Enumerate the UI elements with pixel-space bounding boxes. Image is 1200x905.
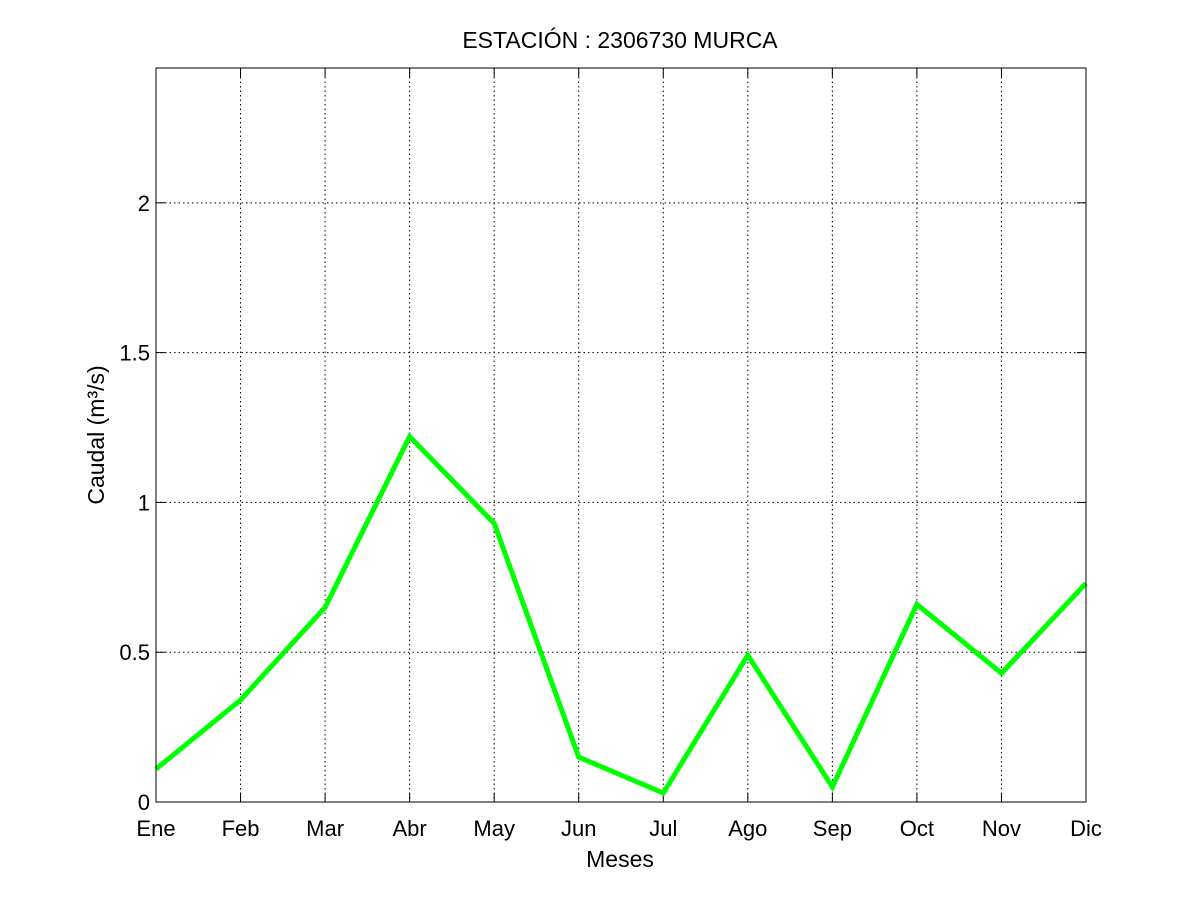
x-tick-label: Ago <box>728 816 767 841</box>
data-point <box>409 435 411 437</box>
x-tick-label: Feb <box>222 816 260 841</box>
data-point <box>662 792 664 794</box>
data-point <box>1000 672 1002 674</box>
x-tick-label: May <box>473 816 515 841</box>
x-tick-label: Jul <box>649 816 677 841</box>
plot-frame <box>155 67 1087 803</box>
data-point <box>240 699 242 701</box>
x-tick-label: Sep <box>813 816 852 841</box>
x-tick-label: Dic <box>1070 816 1102 841</box>
y-tick-label: 2 <box>138 191 150 216</box>
x-tick-label: Mar <box>306 816 344 841</box>
series-line <box>154 432 1088 797</box>
data-point <box>493 522 495 524</box>
x-tick-label: Oct <box>900 816 934 841</box>
x-axis-label: Meses <box>586 846 654 872</box>
y-tick-label: 1 <box>138 490 150 515</box>
y-axis-label: Caudal (m³/s) <box>83 365 109 504</box>
y-tick-label: 0 <box>138 790 150 815</box>
y-tick-label: 1.5 <box>119 341 150 366</box>
x-tick-label: Jun <box>561 816 596 841</box>
x-tick-label: Nov <box>982 816 1021 841</box>
data-point <box>578 756 580 758</box>
x-tick-label: Ene <box>136 816 175 841</box>
x-tick-label: Abr <box>393 816 427 841</box>
data-point <box>747 654 749 656</box>
data-point <box>916 603 918 605</box>
plot-background <box>156 68 1086 802</box>
plot-area: Ene Feb Mar Abr May Jun Jul Ago Sep Oct Nov Dic 0 0.5… <box>119 67 1102 841</box>
data-point <box>324 606 326 608</box>
y-tick-label: 0.5 <box>119 640 150 665</box>
data-point <box>831 786 833 788</box>
chart-title: ESTACIÓN : 2306730 MURCA <box>462 27 778 53</box>
